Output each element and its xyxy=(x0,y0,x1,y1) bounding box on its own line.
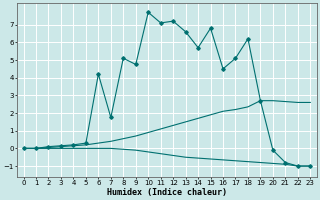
X-axis label: Humidex (Indice chaleur): Humidex (Indice chaleur) xyxy=(107,188,227,197)
